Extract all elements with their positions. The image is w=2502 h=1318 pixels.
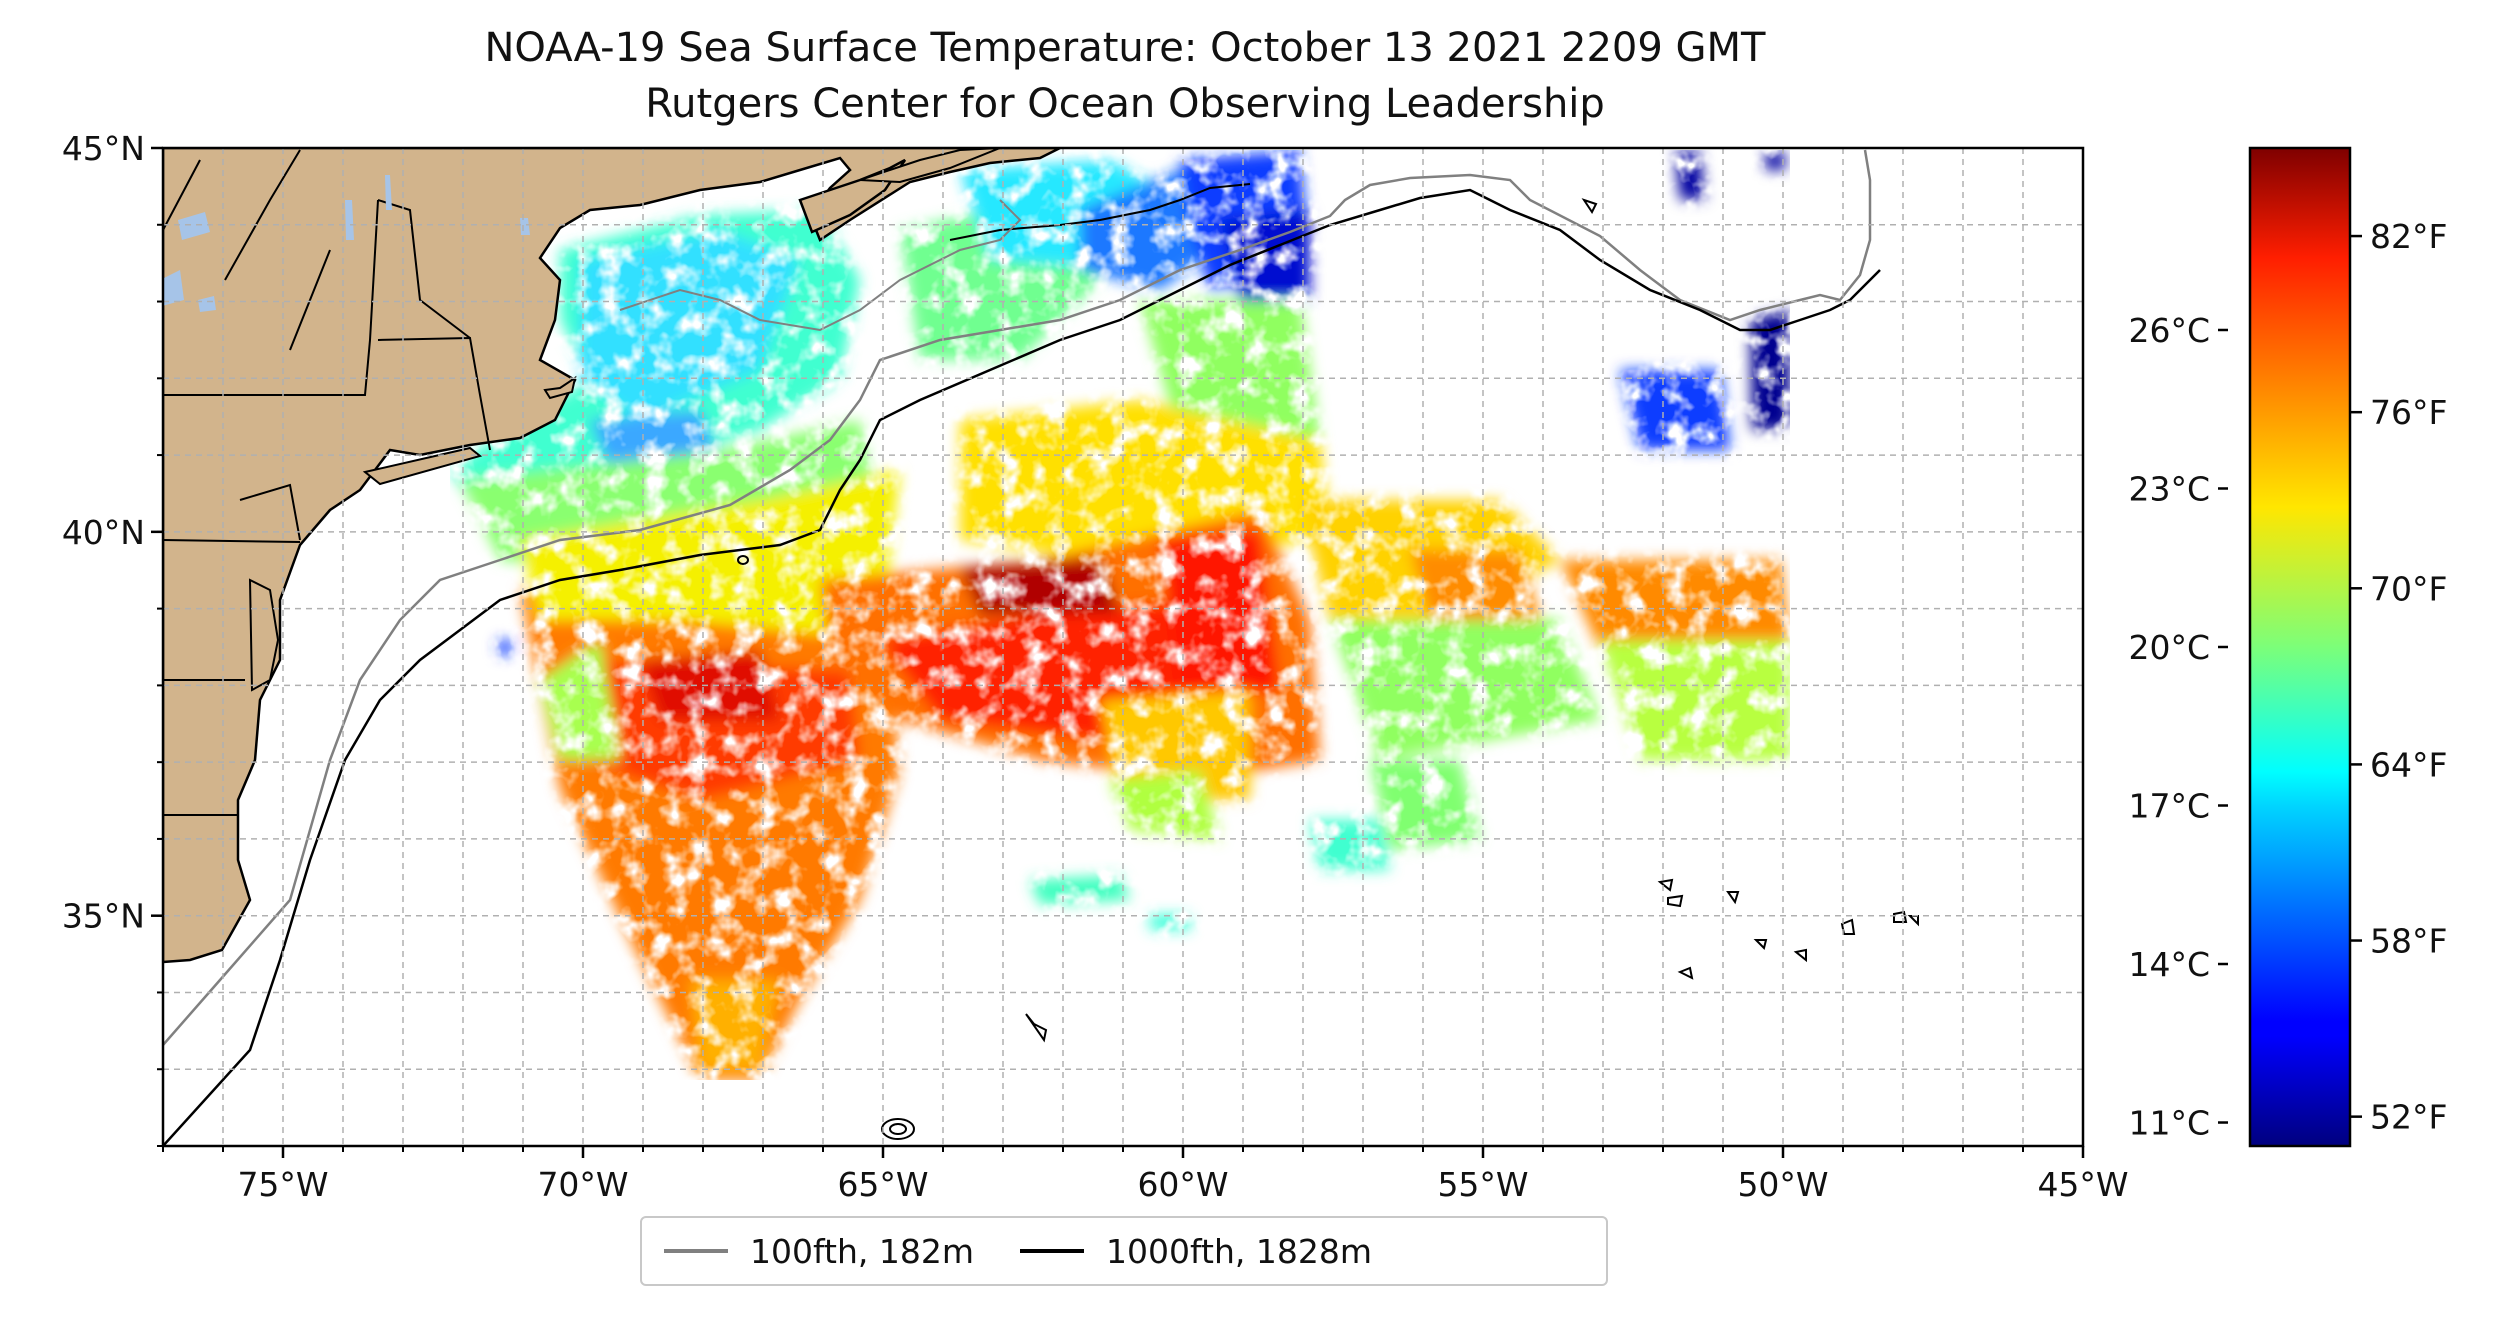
isobath-legend: 100fth, 182m 1000fth, 1828m: [640, 1216, 1608, 1286]
delaware-peninsula: [248, 578, 280, 692]
legend-swatch-100fth: [664, 1249, 728, 1253]
bay-of-fundy-edge: [859, 148, 1001, 184]
map-title: NOAA-19 Sea Surface Temperature: October…: [484, 25, 1766, 71]
lon-tick-label: 75°W: [237, 1165, 328, 1204]
lon-tick-label: 50°W: [1737, 1165, 1828, 1204]
sst-region-grand-banks-dark: [1750, 310, 1790, 430]
sst-region-core-red: [1160, 530, 1280, 700]
sst-region-shelf-green: [1140, 300, 1320, 440]
sst-region-coastal-blue: [498, 640, 512, 655]
colorbar-f-label: 52°F: [2370, 1098, 2447, 1137]
isobath-100fth-inner: [619, 199, 1022, 332]
colorbar-c-label: 11°C: [2128, 1104, 2210, 1143]
sst-region-south-fleck-1: [1030, 875, 1130, 905]
lon-tick-label: 65°W: [837, 1165, 928, 1204]
lat-tick-label: 45°N: [62, 129, 145, 168]
sea-surface-temperature-field: [450, 150, 1790, 1080]
sst-region-north-dark-small: [1765, 152, 1785, 170]
colorbar-c-label: 20°C: [2128, 628, 2210, 667]
colorbar-f-label: 58°F: [2370, 922, 2447, 961]
land-mass: [163, 148, 1919, 1140]
cape-cod: [543, 375, 577, 400]
lon-tick-label: 60°W: [1137, 1165, 1228, 1204]
lat-tick-label: 35°N: [62, 897, 145, 936]
sst-region-south-fleck-2: [1150, 915, 1190, 930]
colorbar-c-label: 14°C: [2128, 945, 2210, 984]
colorbar-c-label: 17°C: [2128, 787, 2210, 826]
legend-swatch-1000fth: [1020, 1249, 1084, 1253]
colorbar-f-label: 64°F: [2370, 745, 2447, 784]
sst-region-south-green: [1110, 770, 1220, 840]
sst-region-northeast-blue: [1620, 370, 1730, 450]
sst-region-scattered-green: [1370, 760, 1480, 850]
sst-region-scattered-cyan: [1310, 820, 1390, 870]
colorbar-axes: 52°F 58°F 64°F 70°F 76°F 82°F 11°C 14°C 17°C 20°C…: [2128, 217, 2447, 1142]
north-america-land: [163, 148, 1061, 964]
lat-tick-label: 40°N: [62, 513, 145, 552]
sst-region-far-east-green: [1600, 640, 1790, 760]
lakes: [163, 175, 530, 312]
legend-item-1000fth: 1000fth, 1828m: [1020, 1232, 1372, 1271]
lon-tick-label: 55°W: [1437, 1165, 1528, 1204]
sst-region-north-dark: [1675, 152, 1705, 200]
map-gridlines: [163, 148, 2083, 1146]
colorbar-f-label: 70°F: [2370, 569, 2447, 608]
sst-region-laurentian-dark: [1220, 210, 1310, 300]
sst-region-east-green: [1330, 620, 1600, 760]
sst-region-gulf-of-maine: [580, 230, 800, 420]
sst-region-southwest-edge: [540, 640, 620, 760]
sst-region-far-east-orange: [1560, 560, 1790, 650]
legend-label-100fth: 100fth, 182m: [750, 1231, 974, 1271]
long-island: [362, 446, 483, 486]
state-borders: [163, 149, 491, 816]
sst-region-central-yellow: [1100, 690, 1250, 800]
sst-region-hot-core: [960, 558, 1120, 615]
colorbar-c-label: 23°C: [2128, 469, 2210, 508]
sst-region-southwest-tail: [690, 980, 780, 1070]
colorbar-f-label: 82°F: [2370, 217, 2447, 256]
map-subtitle: Rutgers Center for Ocean Observing Leade…: [645, 81, 1605, 127]
legend-item-100fth: 100fth, 182m: [664, 1232, 974, 1271]
legend-label-1000fth: 1000fth, 1828m: [1106, 1231, 1372, 1271]
isobath-100fth: [163, 149, 1872, 1046]
isobath-1000fth: [163, 188, 1881, 1146]
sst-region-southwest-hot: [560, 660, 860, 800]
lon-tick-label: 45°W: [2037, 1165, 2128, 1204]
isobath-lines: [163, 149, 1881, 1146]
colorbar-f-label: 76°F: [2370, 393, 2447, 432]
colorbar-gradient: [2248, 146, 2352, 1148]
lon-tick-label: 70°W: [537, 1165, 628, 1204]
sst-region-east-orange: [1410, 550, 1540, 620]
sst-region-southwest-deep: [640, 650, 780, 720]
colorbar-c-label: 26°C: [2128, 311, 2210, 350]
map-axes: 75°W 70°W 65°W 60°W 55°W 50°W 45°W 35°N 40°N 45°N: [62, 129, 2129, 1204]
